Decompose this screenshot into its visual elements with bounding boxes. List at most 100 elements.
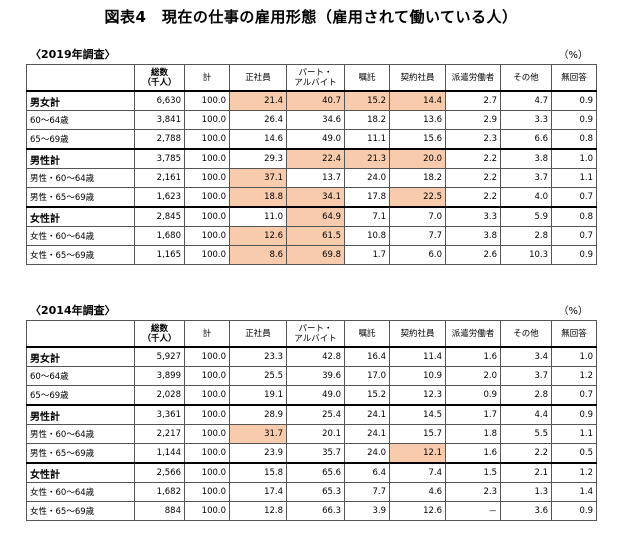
- cell-total: 100.0: [184, 168, 230, 188]
- cell-shokutaku: 1.7: [344, 245, 390, 265]
- cell-regular: 8.6: [229, 245, 287, 265]
- cell-dispatch: 1.7: [445, 404, 501, 425]
- cell-regular: 14.6: [229, 129, 287, 150]
- cell-count: 2,161: [134, 168, 185, 188]
- row-label: 65～69歳: [26, 385, 135, 406]
- cell-contract: 15.7: [389, 424, 446, 444]
- table-row: 女性・60～64歳 1,680 100.0 12.6 61.5 10.8 7.7 3.8 2.8…: [26, 226, 597, 246]
- cell-contract: 14.5: [389, 404, 446, 425]
- cell-contract: 11.4: [389, 346, 446, 367]
- row-label: 男性計: [26, 404, 135, 425]
- cell-noanswer: 0.9: [551, 404, 597, 425]
- cell-shokutaku: 17.0: [344, 366, 390, 386]
- cell-regular: 28.9: [229, 404, 287, 425]
- unit-label: （%）: [558, 306, 588, 317]
- cell-count: 3,899: [134, 366, 185, 386]
- cell-contract: 13.6: [389, 110, 446, 130]
- cell-regular: 23.3: [229, 346, 287, 367]
- cell-contract: 4.6: [389, 482, 446, 502]
- employment-table-2019: 総数 （千人）計正社員 パート・ アルバイト 嘱託 契約社員 派遣労働者 その他 無回答 男女計 6…: [26, 64, 597, 265]
- cell-parttime: 49.0: [286, 385, 345, 406]
- row-label: 男性・65～69歳: [26, 443, 135, 464]
- table-row: 60～64歳 3,899 100.0 25.5 39.6 17.0 10.9 2.0 3.7 1.…: [26, 366, 597, 386]
- column-header-total: 計: [184, 320, 230, 348]
- cell-contract: 12.6: [389, 501, 446, 521]
- row-label: 男性・60～64歳: [26, 424, 135, 444]
- row-label: 60～64歳: [26, 110, 135, 130]
- column-header-dispatch: 派遣労働者: [445, 320, 501, 348]
- column-header-count: 総数 （千人）: [134, 320, 185, 348]
- column-header-total: 計: [184, 64, 230, 92]
- cell-total: 100.0: [184, 404, 230, 425]
- cell-other: 4.0: [500, 187, 552, 208]
- cell-shokutaku: 17.8: [344, 187, 390, 208]
- cell-noanswer: 0.9: [551, 110, 597, 130]
- cell-noanswer: 0.9: [551, 245, 597, 265]
- cell-shokutaku: 18.2: [344, 110, 390, 130]
- table-row: 男性計 3,361 100.0 28.9 25.4 24.1 14.5 1.7 4.4 0.9: [26, 404, 597, 425]
- cell-dispatch: 3.8: [445, 226, 501, 246]
- table-row: 女性・60～64歳 1,682 100.0 17.4 65.3 7.7 4.6 2.3 1.3 1…: [26, 482, 597, 502]
- row-label: 男性計: [26, 148, 135, 169]
- column-header-other: その他: [500, 64, 552, 92]
- cell-total: 100.0: [184, 482, 230, 502]
- cell-other: 3.7: [500, 366, 552, 386]
- cell-shokutaku: 21.3: [344, 148, 390, 169]
- cell-other: 1.3: [500, 482, 552, 502]
- row-label: 女性・60～64歳: [26, 226, 135, 246]
- cell-regular: 31.7: [229, 424, 287, 444]
- cell-regular: 11.0: [229, 206, 287, 227]
- cell-count: 1,682: [134, 482, 185, 502]
- cell-total: 100.0: [184, 110, 230, 130]
- cell-regular: 21.4: [229, 90, 287, 111]
- cell-parttime: 42.8: [286, 346, 345, 367]
- figure-title: 図表4 現在の仕事の雇用形態（雇用されて働いている人）: [104, 8, 518, 26]
- cell-dispatch: 2.3: [445, 129, 501, 150]
- cell-contract: 20.0: [389, 148, 446, 169]
- cell-parttime: 61.5: [286, 226, 345, 246]
- section-2014: 〈2014年調査〉 （%） 総数 （千人）計正社員 パート・ アルバイト 嘱託 契約社員派…: [26, 300, 597, 521]
- row-label: 女性計: [26, 462, 135, 483]
- cell-count: 3,841: [134, 110, 185, 130]
- cell-dispatch: 2.2: [445, 187, 501, 208]
- cell-count: 1,144: [134, 443, 185, 464]
- cell-parttime: 66.3: [286, 501, 345, 521]
- table-row: 男女計 5,927 100.0 23.3 42.8 16.4 11.4 1.6 3.4 1.0: [26, 346, 597, 367]
- column-header-noanswer: 無回答: [551, 320, 597, 348]
- row-label: 男女計: [26, 90, 135, 111]
- table-row: 男女計 6,630 100.0 21.4 40.7 15.2 14.4 2.7 4.7 0.9: [26, 90, 597, 111]
- cell-parttime: 35.7: [286, 443, 345, 464]
- cell-dispatch: 2.6: [445, 245, 501, 265]
- cell-dispatch: 0.9: [445, 385, 501, 406]
- cell-dispatch: 2.0: [445, 366, 501, 386]
- table-row: 男性・65～69歳 1,144 100.0 23.9 35.7 24.0 12.1 1.6 2.…: [26, 443, 597, 464]
- cell-regular: 26.4: [229, 110, 287, 130]
- cell-contract: 7.4: [389, 462, 446, 483]
- row-label: 男性・60～64歳: [26, 168, 135, 188]
- cell-count: 3,785: [134, 148, 185, 169]
- cell-dispatch: 2.9: [445, 110, 501, 130]
- table-row: 男性計 3,785 100.0 29.3 22.4 21.3 20.0 2.2 3.8 1.0: [26, 148, 597, 169]
- cell-parttime: 34.1: [286, 187, 345, 208]
- cell-dispatch: 2.2: [445, 168, 501, 188]
- cell-dispatch: 2.2: [445, 148, 501, 169]
- cell-parttime: 49.0: [286, 129, 345, 150]
- cell-count: 2,566: [134, 462, 185, 483]
- cell-shokutaku: 6.4: [344, 462, 390, 483]
- cell-count: 1,165: [134, 245, 185, 265]
- cell-shokutaku: 10.8: [344, 226, 390, 246]
- cell-total: 100.0: [184, 501, 230, 521]
- cell-count: 6,630: [134, 90, 185, 111]
- cell-parttime: 65.6: [286, 462, 345, 483]
- cell-other: 3.8: [500, 148, 552, 169]
- cell-count: 2,788: [134, 129, 185, 150]
- cell-contract: 18.2: [389, 168, 446, 188]
- cell-contract: 12.3: [389, 385, 446, 406]
- table-row: 男性・60～64歳 2,161 100.0 37.1 13.7 24.0 18.2 2.2 3.…: [26, 168, 597, 188]
- column-header-other: その他: [500, 320, 552, 348]
- cell-shokutaku: 24.1: [344, 404, 390, 425]
- cell-parttime: 20.1: [286, 424, 345, 444]
- cell-count: 1,623: [134, 187, 185, 208]
- cell-dispatch: 3.3: [445, 206, 501, 227]
- column-header-regular: 正社員: [229, 320, 287, 348]
